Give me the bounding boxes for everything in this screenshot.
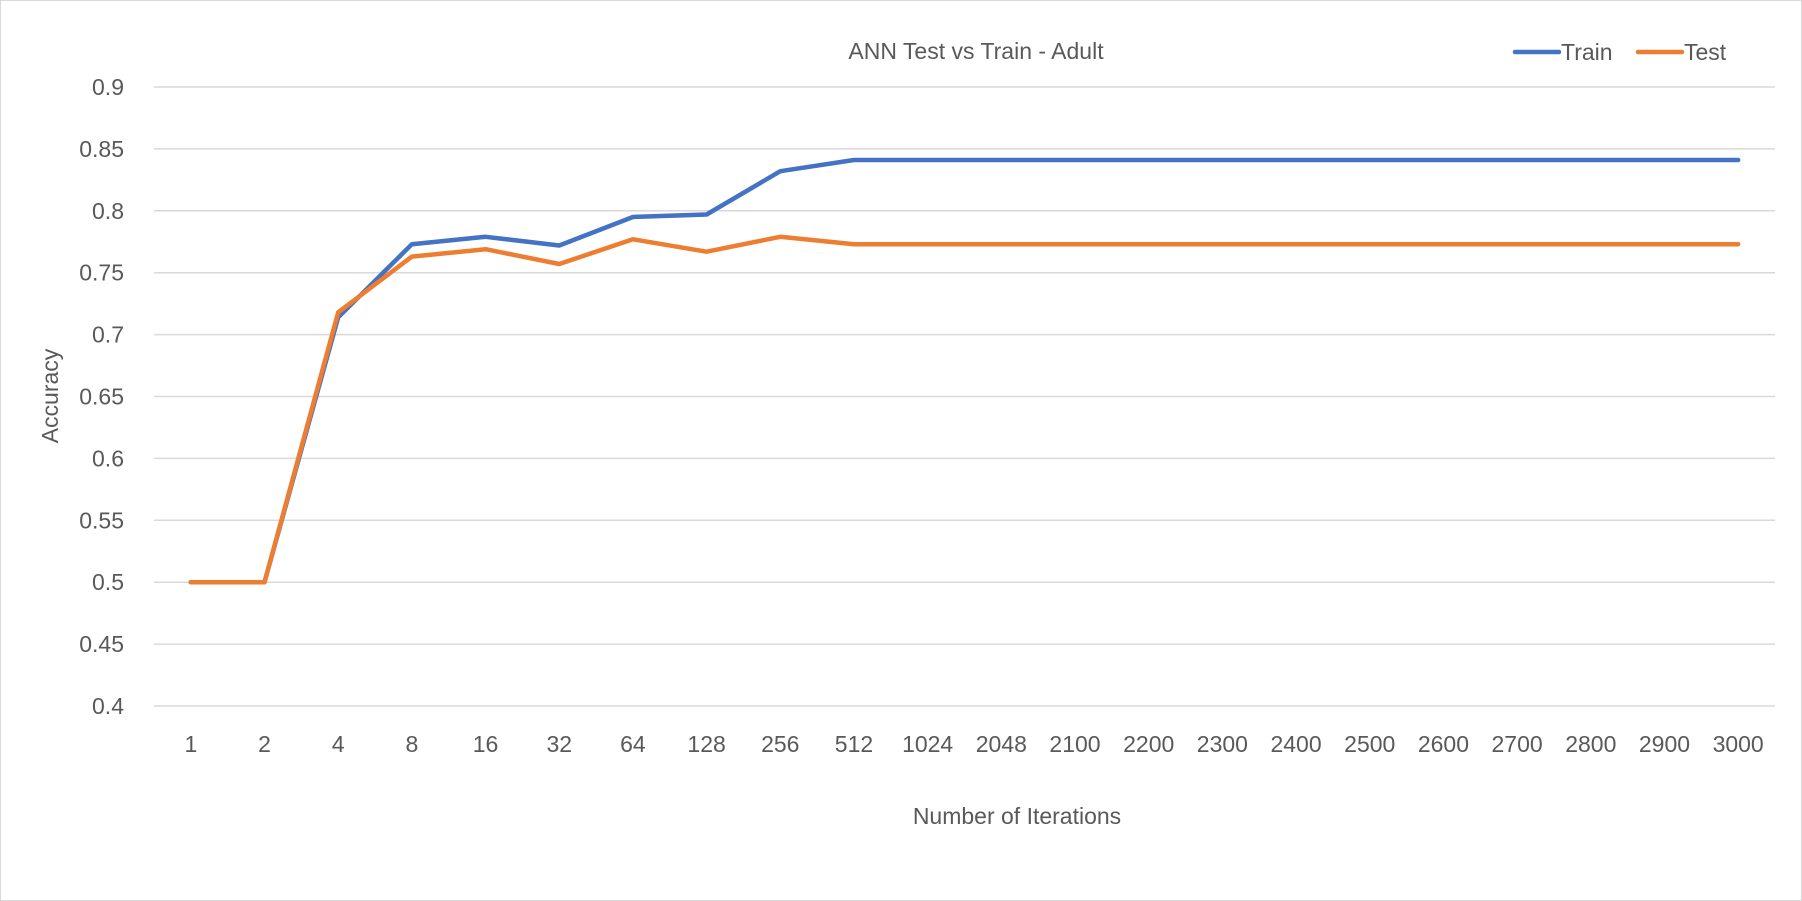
- y-tick-label: 0.6: [92, 445, 124, 471]
- y-tick-label: 0.45: [79, 631, 124, 657]
- legend: Train Test: [1512, 39, 1727, 65]
- x-tick-label: 2048: [976, 731, 1027, 757]
- x-tick-label: 2600: [1418, 731, 1469, 757]
- y-tick-label: 0.7: [92, 322, 124, 348]
- x-tick-label: 3000: [1713, 731, 1764, 757]
- x-tick-label: 2200: [1123, 731, 1174, 757]
- gridlines: [154, 86, 1775, 707]
- y-axis-title: Accuracy: [37, 348, 63, 443]
- x-tick-label: 16: [473, 731, 499, 757]
- x-tick-label: 2900: [1639, 731, 1690, 757]
- x-tick-label: 2500: [1344, 731, 1395, 757]
- x-axis-ticks: 1 2 4 8 16 32 64 128 256 512 1024 2048 2100 2200 2300 2…: [184, 731, 1763, 757]
- y-tick-label: 0.85: [79, 136, 124, 162]
- x-tick-label: 64: [620, 731, 646, 757]
- x-tick-label: 512: [835, 731, 873, 757]
- legend-label-test: Test: [1684, 39, 1727, 65]
- x-tick-label: 2400: [1270, 731, 1321, 757]
- x-tick-label: 32: [546, 731, 572, 757]
- series-line-test: [188, 234, 1741, 585]
- y-axis-ticks: 0.4 0.45 0.5 0.55 0.6 0.65 0.7 0.75 0.8 0.85 0.9: [79, 74, 124, 719]
- x-tick-label: 2: [258, 731, 271, 757]
- x-tick-label: 1: [184, 731, 197, 757]
- x-tick-label: 2700: [1492, 731, 1543, 757]
- y-tick-label: 0.9: [92, 74, 124, 100]
- y-tick-label: 0.75: [79, 260, 124, 286]
- x-tick-label: 2300: [1197, 731, 1248, 757]
- y-tick-label: 0.5: [92, 569, 124, 595]
- x-tick-label: 1024: [902, 731, 953, 757]
- x-tick-label: 256: [761, 731, 799, 757]
- x-axis-title: Number of Iterations: [913, 803, 1121, 829]
- x-tick-label: 2100: [1049, 731, 1100, 757]
- x-tick-label: 8: [405, 731, 418, 757]
- y-tick-label: 0.55: [79, 507, 124, 533]
- series-lines: [188, 157, 1741, 585]
- x-tick-label: 128: [687, 731, 725, 757]
- y-tick-label: 0.8: [92, 198, 124, 224]
- x-tick-label: 4: [332, 731, 345, 757]
- chart-title: ANN Test vs Train - Adult: [848, 38, 1104, 64]
- y-tick-label: 0.4: [92, 693, 124, 719]
- y-tick-label: 0.65: [79, 384, 124, 410]
- series-line-train: [188, 157, 1741, 585]
- x-tick-label: 2800: [1565, 731, 1616, 757]
- legend-label-train: Train: [1561, 39, 1613, 65]
